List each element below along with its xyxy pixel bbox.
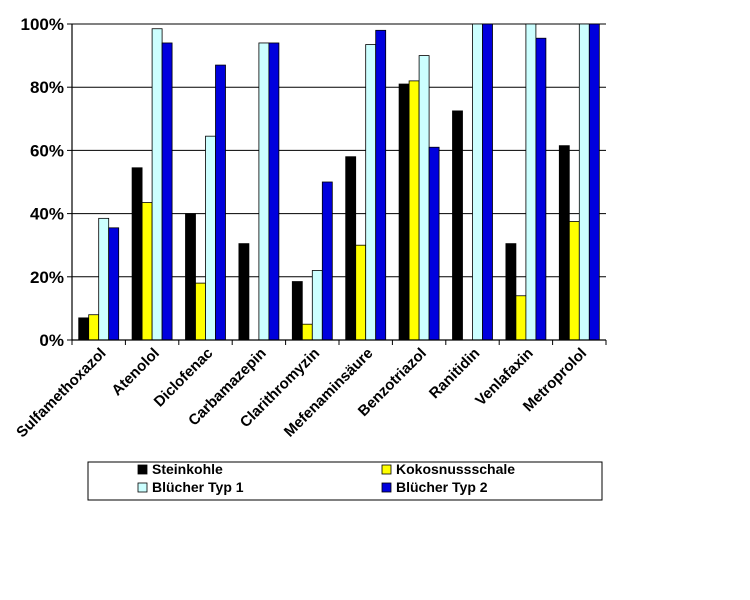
bar-bl-cher-typ-2-metroprolol: [588, 23, 600, 341]
legend-swatch-kokosnussschale: [381, 464, 392, 475]
bar-steinkohle-venlafaxin: [505, 243, 517, 341]
category-label: Mefenaminsäure: [281, 345, 377, 441]
y-tick-label: 40%: [30, 205, 64, 224]
bar-kokosnussschale-clarithromyzin: [301, 323, 313, 341]
bar-bl-cher-typ-1-clarithromyzin: [311, 270, 323, 341]
category-label: Atenolol: [108, 345, 162, 399]
bar-bl-cher-typ-2-diclofenac: [215, 64, 226, 341]
bar-kokosnussschale-venlafaxin: [515, 295, 527, 341]
bar-steinkohle-atenolol: [131, 167, 143, 341]
bar-kokosnussschale-benzotriazol: [408, 80, 420, 341]
bar-bl-cher-typ-2-carbamazepin: [268, 42, 280, 341]
bar-bl-cher-typ-2-atenolol: [161, 42, 173, 341]
y-tick-label: 100%: [21, 15, 64, 34]
y-tick-label: 80%: [30, 78, 64, 97]
category-label: Sulfamethoxazol: [13, 345, 109, 441]
bar-kokosnussschale-diclofenac: [195, 282, 206, 341]
bar-steinkohle-ranitidin: [452, 110, 463, 341]
bar-bl-cher-typ-2-benzotriazol: [428, 146, 440, 341]
bars-layer: [78, 23, 600, 341]
bar-steinkohle-mefenamins-ure: [345, 156, 357, 341]
bar-kokosnussschale-atenolol: [141, 202, 153, 341]
bar-bl-cher-typ-1-venlafaxin: [525, 23, 537, 341]
legend-label: Blücher Typ 2: [396, 479, 488, 495]
legend-swatch-bl-cher-typ-2: [381, 482, 392, 493]
y-tick-label: 20%: [30, 268, 64, 287]
bar-bl-cher-typ-1-carbamazepin: [258, 42, 270, 341]
bar-steinkohle-metroprolol: [558, 145, 570, 341]
bar-steinkohle-diclofenac: [185, 213, 196, 341]
legend-swatch-bl-cher-typ-1: [137, 482, 148, 493]
y-tick-labels: 0% 20% 40% 60% 80% 100%: [21, 15, 64, 350]
bar-bl-cher-typ-1-mefenamins-ure: [365, 44, 377, 341]
bar-bl-cher-typ-1-sulfamethoxazol: [98, 217, 110, 341]
bar-kokosnussschale-mefenamins-ure: [355, 244, 367, 341]
axes-layer: [67, 23, 607, 345]
category-labels: SulfamethoxazolAtenololDiclofenacCarbama…: [13, 345, 590, 441]
bar-steinkohle-carbamazepin: [238, 243, 250, 341]
legend-label: Kokosnussschale: [396, 461, 515, 477]
bar-steinkohle-sulfamethoxazol: [78, 317, 90, 341]
bar-steinkohle-benzotriazol: [398, 83, 410, 341]
bar-bl-cher-typ-2-sulfamethoxazol: [108, 227, 120, 341]
y-tick-label: 0%: [39, 331, 64, 350]
bar-kokosnussschale-metroprolol: [568, 221, 580, 341]
legend-box: [87, 461, 603, 501]
bar-bl-cher-typ-1-metroprolol: [578, 23, 590, 341]
y-tick-label: 60%: [30, 141, 64, 160]
bar-bl-cher-typ-1-atenolol: [151, 28, 163, 341]
bar-bl-cher-typ-2-clarithromyzin: [321, 181, 333, 341]
bar-bl-cher-typ-2-mefenamins-ure: [375, 29, 387, 341]
legend-swatch-steinkohle: [137, 464, 148, 475]
bar-bl-cher-typ-1-diclofenac: [205, 135, 216, 341]
legend: Steinkohle Kokosnussschale Blücher Typ 1 Bl…: [87, 461, 603, 501]
bar-bl-cher-typ-2-ranitidin: [482, 23, 493, 341]
legend-label: Blücher Typ 1: [152, 479, 244, 495]
bar-bl-cher-typ-2-venlafaxin: [535, 37, 547, 341]
bar-bl-cher-typ-1-benzotriazol: [418, 55, 430, 341]
bar-steinkohle-clarithromyzin: [291, 281, 303, 341]
bar-bl-cher-typ-1-ranitidin: [472, 23, 483, 341]
bar-kokosnussschale-sulfamethoxazol: [88, 314, 100, 341]
legend-label: Steinkohle: [152, 461, 223, 477]
